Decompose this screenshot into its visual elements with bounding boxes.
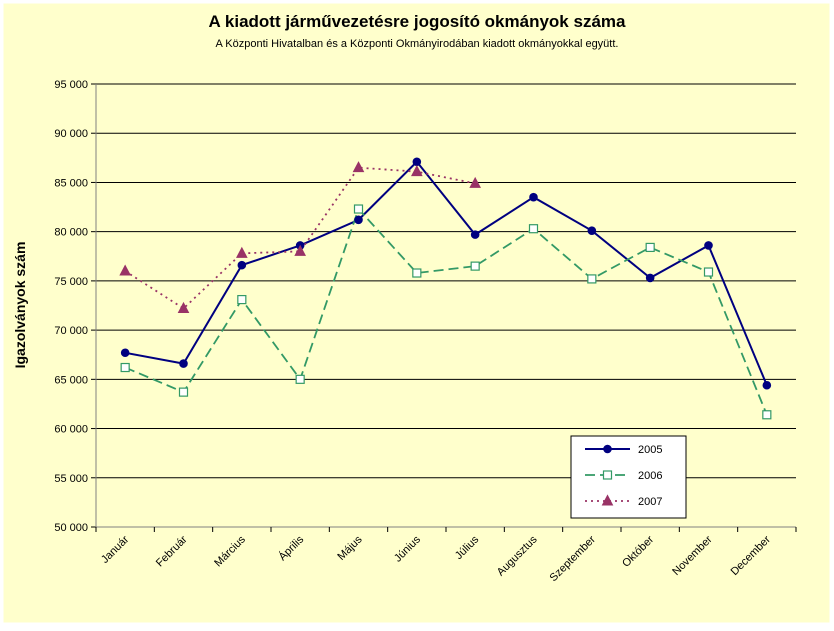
y-tick-label: 50 000	[54, 522, 88, 534]
data-point-2006	[353, 204, 364, 214]
data-point-2005	[237, 260, 247, 270]
data-point-2006	[587, 274, 597, 284]
data-point-2007	[294, 244, 306, 256]
y-tick-label: 55 000	[54, 473, 88, 485]
legend-marker-2007	[601, 494, 614, 506]
data-point-2006	[528, 224, 539, 234]
legend-label-2005: 2005	[638, 444, 662, 456]
y-tick-label: 60 000	[54, 424, 88, 436]
y-tick-label: 95 000	[54, 79, 88, 91]
data-point-2005	[412, 157, 422, 167]
series-markers	[119, 157, 772, 420]
data-point-2005	[179, 359, 188, 368]
y-tick-label: 65 000	[54, 374, 88, 386]
chart-title: A kiadott járművezetésre jogosító okmány…	[209, 12, 626, 31]
legend-marker-2005	[603, 444, 612, 454]
data-point-2007	[236, 246, 248, 258]
data-point-2005	[120, 348, 130, 358]
data-point-2005	[529, 192, 538, 202]
data-point-2007	[411, 165, 423, 177]
series-line-2006	[124, 207, 768, 416]
data-point-2006	[762, 410, 772, 420]
data-point-2005	[704, 241, 713, 250]
data-point-2005	[354, 215, 363, 225]
plot-area	[96, 84, 796, 527]
chart-subtitle: A Központi Hivatalban és a Központi Okmá…	[216, 38, 619, 50]
legend-label-2006: 2006	[638, 470, 662, 482]
data-point-2007	[352, 161, 365, 173]
legend-label-2007: 2007	[638, 496, 662, 508]
data-point-2006	[178, 387, 189, 397]
legend-marker-2006	[602, 470, 613, 480]
data-point-2006	[295, 374, 305, 384]
data-point-2006	[703, 267, 714, 277]
data-point-2005	[645, 273, 655, 283]
data-point-2007	[119, 264, 131, 276]
y-tick-label: 90 000	[54, 128, 88, 140]
data-point-2006	[120, 362, 130, 373]
series-lines	[124, 160, 768, 416]
series-line-2005	[124, 160, 768, 386]
data-point-2006	[645, 242, 655, 253]
data-point-2005	[587, 226, 597, 235]
y-axis-label: Igazolványok szám	[12, 242, 28, 369]
data-point-2006	[470, 261, 480, 271]
data-point-2006	[237, 294, 247, 305]
data-point-2007	[469, 176, 481, 188]
data-point-2005	[762, 380, 772, 390]
data-point-2007	[177, 301, 190, 313]
data-point-2006	[412, 268, 422, 278]
y-tick-label: 85 000	[54, 177, 88, 189]
y-tick-label: 70 000	[54, 325, 88, 337]
data-point-2005	[470, 230, 480, 239]
y-tick-label: 80 000	[54, 227, 88, 239]
legend: 2005 2006 2007	[570, 435, 687, 519]
y-tick-label: 75 000	[54, 276, 88, 288]
